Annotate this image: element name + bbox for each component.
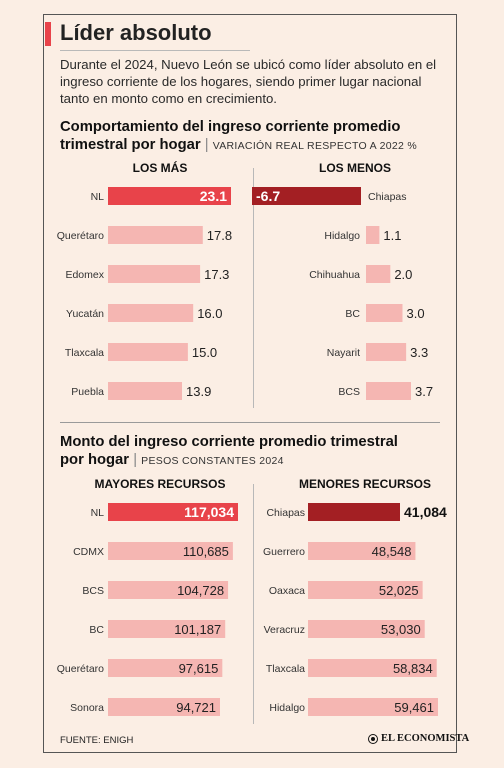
bar-menos-2 bbox=[366, 265, 391, 283]
bar-menos-1 bbox=[366, 226, 380, 244]
bar-mas-2 bbox=[108, 265, 201, 283]
bar-mayores-2 bbox=[108, 581, 229, 599]
bar-mas-4 bbox=[108, 343, 188, 361]
category-label-3: Yucatán bbox=[66, 308, 104, 320]
value-label-mas-0: 23.1 bbox=[200, 188, 227, 204]
bar-menos-5 bbox=[366, 382, 411, 400]
value-label-menores-1: 48,548 bbox=[372, 544, 412, 559]
bar-menos-4 bbox=[366, 343, 407, 361]
section1-title-line1: Comportamiento del ingreso corriente pro… bbox=[60, 119, 401, 135]
col-head-los-mas: LOS MÁS bbox=[132, 161, 188, 175]
value-label-mas-2: 17.3 bbox=[204, 267, 229, 282]
bar-menores-4 bbox=[308, 659, 437, 677]
col-head-mayores: MAYORES RECURSOS bbox=[94, 477, 226, 491]
value-label-mayores-2: 104,728 bbox=[177, 583, 224, 598]
category-label-mayores-0: NL bbox=[91, 507, 105, 519]
bar-mas-0 bbox=[108, 187, 231, 205]
category-label-menos-5: BCS bbox=[338, 386, 360, 398]
col-head-menores: MENORES RECURSOS bbox=[298, 477, 432, 491]
bar-mayores-0 bbox=[108, 503, 238, 521]
value-label-mayores-1: 110,685 bbox=[183, 544, 229, 559]
category-label-menores-0: Chiapas bbox=[266, 507, 305, 519]
category-label-menores-1: Guerrero bbox=[263, 546, 305, 558]
value-label-menos-0: -6.7 bbox=[256, 188, 280, 204]
value-label-menos-2: 2.0 bbox=[394, 267, 412, 282]
section2-subtitle: PESOS CONSTANTES 2024 bbox=[141, 455, 284, 467]
category-label-menos-0: Chiapas bbox=[368, 191, 407, 203]
source-note: FUENTE: ENIGH bbox=[60, 735, 134, 746]
value-label-mas-4: 15.0 bbox=[192, 345, 217, 360]
value-label-mas-3: 16.0 bbox=[197, 306, 222, 321]
category-label-menores-4: Tlaxcala bbox=[266, 663, 305, 675]
page-title: Líder absoluto bbox=[60, 20, 212, 45]
value-label-mas-5: 13.9 bbox=[186, 384, 211, 399]
category-label-menos-4: Nayarit bbox=[327, 347, 360, 359]
category-label-menos-3: BC bbox=[345, 308, 360, 320]
category-label-mayores-1: CDMX bbox=[73, 546, 104, 558]
bar-menores-0 bbox=[308, 503, 400, 521]
category-label-menos-2: Chihuahua bbox=[309, 269, 360, 281]
value-label-mayores-3: 101,187 bbox=[174, 622, 221, 637]
value-label-mayores-0: 117,034 bbox=[184, 504, 234, 520]
category-label-mayores-2: BCS bbox=[82, 585, 104, 597]
section2-divider bbox=[253, 484, 254, 724]
bar-mayores-5 bbox=[108, 698, 220, 716]
bar-mas-1 bbox=[108, 226, 203, 244]
value-label-mas-1: 17.8 bbox=[207, 228, 232, 243]
bar-mayores-4 bbox=[108, 659, 223, 677]
section1-title: Comportamiento del ingreso corriente pro… bbox=[60, 118, 450, 155]
value-label-menores-4: 58,834 bbox=[393, 661, 433, 676]
value-label-menores-5: 59,461 bbox=[394, 700, 434, 715]
category-label-1: Querétaro bbox=[57, 230, 104, 242]
title-accent-bar bbox=[45, 22, 51, 46]
section2-title-line2: por hogar bbox=[60, 452, 130, 468]
section2-title-line1: Monto del ingreso corriente promedio tri… bbox=[60, 434, 398, 450]
category-label-menores-3: Veracruz bbox=[264, 624, 305, 636]
bar-menos-0 bbox=[252, 187, 361, 205]
title-underline bbox=[60, 50, 250, 51]
logo-mark-icon bbox=[368, 733, 378, 744]
value-label-menores-0: 41,084 bbox=[404, 504, 447, 520]
bar-menores-3 bbox=[308, 620, 425, 638]
category-label-mayores-5: Sonora bbox=[70, 702, 104, 714]
bar-menores-5 bbox=[308, 698, 438, 716]
bar-menos-3 bbox=[366, 304, 403, 322]
category-label-menores-5: Hidalgo bbox=[269, 702, 305, 714]
bar-mas-3 bbox=[108, 304, 194, 322]
category-label-4: Tlaxcala bbox=[65, 347, 104, 359]
section1-title-line2: trimestral por hogar bbox=[60, 137, 201, 153]
category-label-5: Puebla bbox=[71, 386, 104, 398]
section1-divider bbox=[253, 168, 254, 408]
section1-subtitle: VARIACIÓN REAL RESPECTO A 2022 % bbox=[212, 140, 418, 152]
value-label-menos-3: 3.0 bbox=[406, 306, 424, 321]
section2-title: Monto del ingreso corriente promedio tri… bbox=[60, 433, 450, 470]
category-label-menos-1: Hidalgo bbox=[324, 230, 360, 242]
intro-text: Durante el 2024, Nuevo León se ubicó com… bbox=[60, 57, 437, 106]
value-label-mayores-5: 94,721 bbox=[176, 700, 216, 715]
category-label-menores-2: Oaxaca bbox=[269, 585, 305, 597]
section1-title-separator: | bbox=[204, 137, 209, 153]
bar-menores-1 bbox=[308, 542, 416, 560]
col-head-los-menos: LOS MENOS bbox=[318, 161, 391, 175]
bar-mas-5 bbox=[108, 382, 183, 400]
section-separator bbox=[60, 422, 440, 423]
value-label-menos-4: 3.3 bbox=[410, 345, 428, 360]
bar-mayores-1 bbox=[108, 542, 233, 560]
category-label-0: NL bbox=[91, 191, 105, 203]
value-label-menos-5: 3.7 bbox=[415, 384, 433, 399]
category-label-2: Edomex bbox=[65, 269, 104, 281]
value-label-mayores-4: 97,615 bbox=[179, 661, 219, 676]
value-label-menores-3: 53,030 bbox=[381, 622, 421, 637]
category-label-mayores-4: Querétaro bbox=[57, 663, 104, 675]
bar-mayores-3 bbox=[108, 620, 226, 638]
logo-text: EL ECONOMISTA bbox=[381, 733, 470, 744]
value-label-menores-2: 52,025 bbox=[379, 583, 419, 598]
value-label-menos-1: 1.1 bbox=[383, 228, 401, 243]
publisher-logo: EL ECONOMISTA bbox=[368, 733, 469, 744]
bar-menores-2 bbox=[308, 581, 423, 599]
category-label-mayores-3: BC bbox=[89, 624, 104, 636]
section2-title-separator: | bbox=[133, 452, 138, 468]
